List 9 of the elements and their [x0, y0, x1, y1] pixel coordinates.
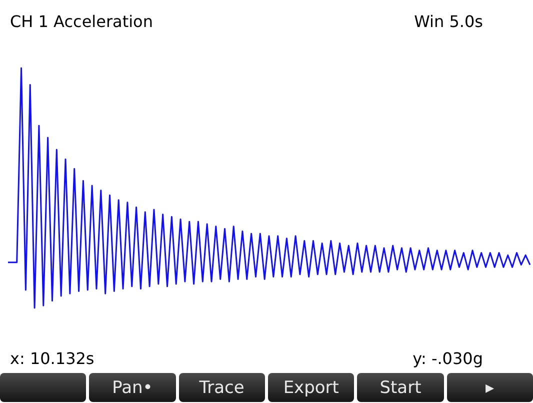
text: y: -.030g: [412, 349, 483, 368]
text: x: 10.132s: [10, 349, 94, 368]
text: Win 5.0s: [414, 12, 483, 31]
text: Trace: [178, 373, 265, 402]
text: Pan•: [89, 373, 176, 402]
chart-title: CH 1 Acceleration: [10, 12, 153, 31]
text: Export: [268, 373, 354, 402]
text: Start: [357, 373, 444, 402]
text: ▸: [446, 373, 533, 402]
